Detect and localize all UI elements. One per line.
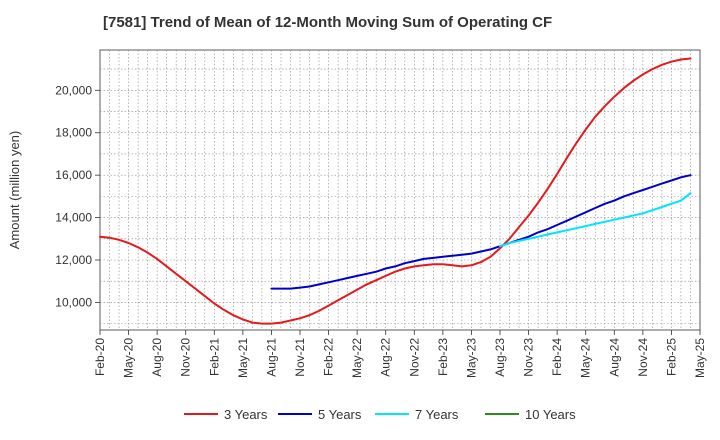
x-tick-label: Aug-24 [607, 338, 621, 377]
x-tick-label: Nov-20 [179, 338, 193, 377]
y-tick-label: 10,000 [55, 295, 92, 309]
y-tick-label: 18,000 [55, 126, 92, 140]
legend-label: 5 Years [318, 407, 362, 422]
x-axis-ticks: Feb-20 May-20 Aug-20 Nov-20 Feb-21 May-21 Aug-… [93, 330, 707, 378]
series-line-5-years [270, 174, 692, 290]
x-tick-label: May-20 [122, 338, 136, 378]
x-tick-label: Nov-23 [522, 338, 536, 377]
series-lines [99, 57, 692, 325]
x-tick-label: Aug-20 [150, 338, 164, 377]
x-tick-label: Feb-25 [664, 338, 678, 376]
y-tick-label: 16,000 [55, 168, 92, 182]
legend: 3 Years 5 Years 7 Years 10 Years [184, 407, 576, 422]
y-axis-ticks: 10,000 12,000 14,000 16,000 18,000 20,000 [55, 83, 100, 309]
x-tick-label: Feb-22 [322, 338, 336, 376]
y-tick-label: 20,000 [55, 83, 92, 97]
y-tick-label: 12,000 [55, 253, 92, 267]
y-axis-label: Amount (million yen) [7, 131, 22, 250]
x-tick-label: May-21 [236, 338, 250, 378]
x-tick-label: Feb-21 [207, 338, 221, 376]
chart-title: [7581] Trend of Mean of 12-Month Moving … [103, 14, 552, 31]
x-tick-label: Feb-24 [550, 338, 564, 376]
y-tick-label: 14,000 [55, 211, 92, 225]
series-line-3-years [99, 57, 692, 325]
x-tick-label: May-23 [464, 338, 478, 378]
x-tick-label: Nov-21 [293, 338, 307, 377]
x-tick-label: May-25 [693, 338, 707, 378]
legend-label: 10 Years [525, 407, 576, 422]
x-tick-label: Aug-22 [379, 338, 393, 377]
plot-area [99, 49, 701, 331]
series-line-7-years [499, 192, 692, 248]
x-tick-label: Nov-24 [636, 338, 650, 377]
x-tick-label: Aug-23 [493, 338, 507, 377]
x-tick-label: Feb-23 [436, 338, 450, 376]
legend-label: 3 Years [224, 407, 268, 422]
legend-label: 7 Years [415, 407, 459, 422]
x-tick-label: May-24 [579, 338, 593, 378]
x-tick-label: Aug-21 [264, 338, 278, 377]
x-tick-label: Feb-20 [93, 338, 107, 376]
x-tick-label: May-22 [350, 338, 364, 378]
x-tick-label: Nov-22 [407, 338, 421, 377]
